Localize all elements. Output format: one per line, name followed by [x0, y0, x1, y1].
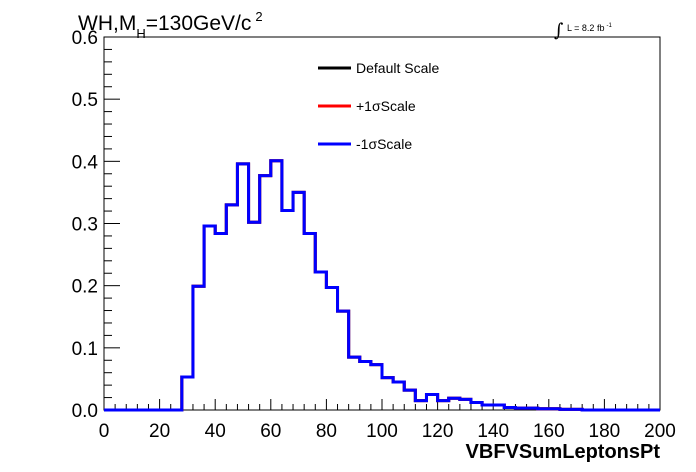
x-tick-label: 120 — [422, 421, 454, 442]
legend-label-0: Default Scale — [356, 60, 439, 76]
chart-title-main: WH,M — [78, 12, 136, 35]
chart-title-subscript: H — [136, 26, 145, 41]
x-tick-label: 180 — [589, 421, 621, 442]
plot-frame — [103, 36, 661, 411]
x-tick-label: 100 — [366, 421, 398, 442]
x-axis-label: VBFVSumLeptonsPt — [466, 441, 661, 463]
chart-title: WH,MH=130GeV/c 2 — [78, 9, 263, 41]
lumi-text: L = 8.2 fb — [567, 23, 604, 33]
y-tick-label: 0.2 — [72, 277, 98, 298]
y-tick-label: 0.4 — [72, 152, 99, 173]
legend: Default Scale +1σScale -1σScale — [318, 60, 439, 152]
x-tick-label: 0 — [99, 421, 110, 442]
x-tick-label: 60 — [260, 421, 281, 442]
chart-title-superscript: 2 — [255, 9, 262, 24]
lumi-label: L = 8.2 fb -1 — [567, 23, 612, 33]
x-tick-label: 40 — [205, 421, 226, 442]
y-tick-label: 0.6 — [72, 28, 98, 49]
chart-title-rest: =130GeV/c — [146, 12, 252, 35]
lumi-superscript: -1 — [606, 23, 612, 29]
histogram-series — [104, 159, 660, 412]
y-tick-label: 0.1 — [72, 339, 98, 360]
lumi-integral-sign: ∫ — [554, 20, 564, 41]
x-tick-label: 20 — [149, 421, 170, 442]
legend-label-2: -1σScale — [356, 136, 412, 152]
x-tick-label: 160 — [533, 421, 565, 442]
x-tick-label: 140 — [477, 421, 509, 442]
legend-label-1: +1σScale — [356, 98, 416, 114]
y-tick-label: 0.0 — [72, 401, 98, 422]
series-line-2 — [104, 159, 660, 412]
x-tick-label: 200 — [644, 421, 676, 442]
x-axis: 0 20 40 60 80 100 120 140 160 180 200 — [99, 399, 676, 442]
y-axis: 0.0 0.1 0.2 0.3 0.4 0.5 0.6 — [72, 28, 120, 422]
y-tick-label: 0.3 — [72, 215, 98, 236]
x-tick-label: 80 — [316, 421, 337, 442]
y-tick-label: 0.5 — [72, 90, 98, 111]
